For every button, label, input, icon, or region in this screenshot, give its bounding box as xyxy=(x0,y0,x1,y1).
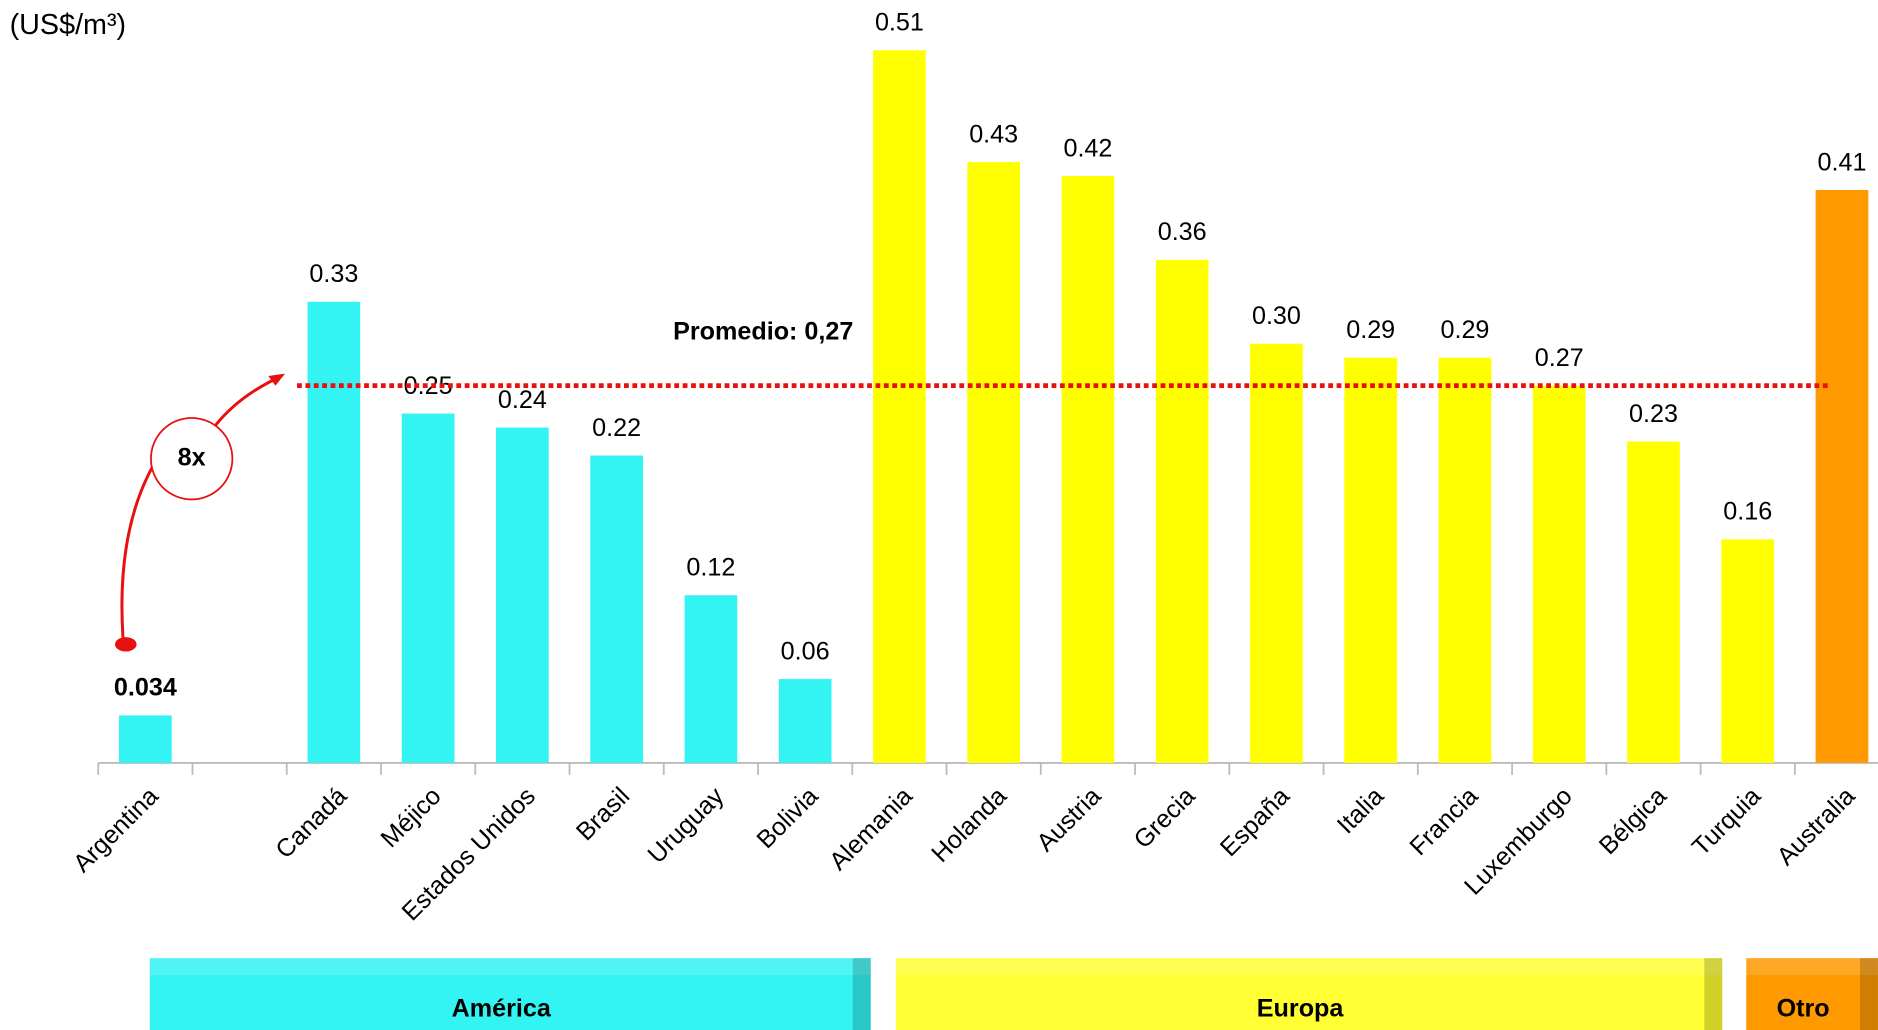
annotation-arrow xyxy=(120,374,283,644)
bar xyxy=(967,162,1021,763)
value-label: 0.16 xyxy=(1723,498,1772,526)
value-label: 0.24 xyxy=(498,386,547,414)
bar xyxy=(1155,259,1209,763)
x-tick-label: Australia xyxy=(1772,782,1861,871)
annotation-text: 8x xyxy=(178,443,206,471)
annotation-circle xyxy=(150,417,234,501)
bar xyxy=(1344,357,1398,763)
average-label: Promedio: 0,27 xyxy=(673,318,853,346)
arrow-tail xyxy=(115,637,137,652)
group-bar-edge xyxy=(1704,958,1723,1030)
value-label: 0.43 xyxy=(969,120,1018,148)
bar xyxy=(778,679,832,763)
x-tick-label: Méjico xyxy=(375,782,446,853)
bar xyxy=(1815,190,1869,763)
bar xyxy=(684,595,738,763)
value-label: 0.034 xyxy=(114,674,177,702)
value-label: 0.06 xyxy=(781,637,830,665)
y-axis-label: (US$/m³) xyxy=(10,9,127,41)
group-bar xyxy=(1746,958,1878,1030)
arrow-head xyxy=(268,373,286,386)
bar xyxy=(873,50,926,763)
value-label: 0.25 xyxy=(404,372,453,400)
bar xyxy=(1627,441,1680,763)
bar xyxy=(119,715,172,763)
x-tick-label: Bolivia xyxy=(752,782,824,854)
value-label: 0.30 xyxy=(1252,302,1301,330)
x-tick-label: Uruguay xyxy=(642,782,729,869)
value-label: 0.27 xyxy=(1535,344,1584,372)
group-bar-edge xyxy=(852,958,871,1030)
value-label: 0.42 xyxy=(1063,134,1112,162)
x-tick-label: Bélgica xyxy=(1594,782,1672,860)
group-label: Otro xyxy=(1777,994,1830,1022)
group-label: Europa xyxy=(1257,994,1345,1022)
value-label: 0.51 xyxy=(875,9,924,37)
group-label: América xyxy=(452,994,552,1022)
x-tick-label: Italia xyxy=(1332,782,1389,839)
value-label: 0.12 xyxy=(686,554,735,582)
bar xyxy=(1250,343,1303,763)
x-tick-label: Austria xyxy=(1031,782,1106,857)
value-label: 0.29 xyxy=(1440,316,1489,344)
x-tick-label: Turquia xyxy=(1687,782,1766,861)
bar xyxy=(401,413,455,763)
group-bar xyxy=(149,958,871,1030)
bar xyxy=(307,301,361,763)
value-label: 0.23 xyxy=(1629,400,1678,428)
bar xyxy=(1532,385,1586,763)
bar xyxy=(496,427,549,763)
bar xyxy=(1438,357,1492,763)
x-tick-label: Francia xyxy=(1404,782,1483,861)
x-tick-label: Holanda xyxy=(926,782,1012,868)
x-tick-label: Grecia xyxy=(1129,782,1201,854)
bar xyxy=(1061,176,1115,763)
bar xyxy=(1721,539,1775,763)
group-bar-edge xyxy=(1860,958,1878,1030)
x-tick-label: Brasil xyxy=(571,782,635,846)
group-bar-highlight xyxy=(1746,958,1878,975)
value-label: 0.36 xyxy=(1158,218,1207,246)
value-label: 0.22 xyxy=(592,414,641,442)
x-tick-label: Canadá xyxy=(270,782,352,864)
x-tick-label: España xyxy=(1215,782,1295,862)
value-label: 0.29 xyxy=(1346,316,1395,344)
x-tick-label: Alemania xyxy=(824,782,918,876)
group-bar-highlight xyxy=(895,958,1723,975)
bar xyxy=(590,455,643,763)
x-tick-label: Argentina xyxy=(68,782,164,878)
value-label: 0.33 xyxy=(309,260,358,288)
group-bar-highlight xyxy=(149,958,871,975)
value-label: 0.41 xyxy=(1818,148,1867,176)
group-bar xyxy=(895,958,1723,1030)
